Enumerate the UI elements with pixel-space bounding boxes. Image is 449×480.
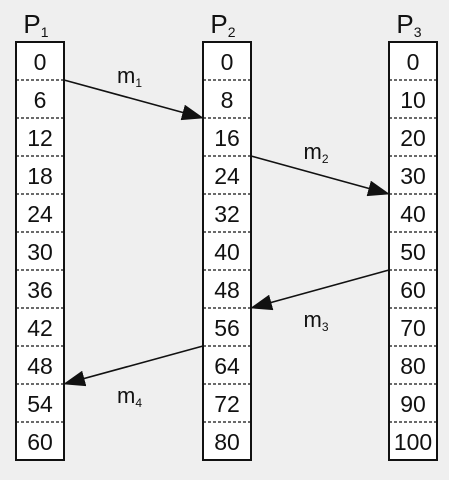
- clock-value: 6: [34, 87, 47, 113]
- process-label: P2: [210, 9, 235, 40]
- clock-value: 64: [214, 353, 240, 379]
- clock-value: 20: [400, 125, 426, 151]
- clock-value: 32: [214, 201, 240, 227]
- clock-value: 56: [214, 315, 240, 341]
- message-arrow: [63, 79, 204, 121]
- clock-value: 54: [27, 391, 53, 417]
- clock-value: 40: [214, 239, 240, 265]
- message-label: m3: [303, 307, 328, 334]
- clock-value: 0: [221, 49, 234, 75]
- clock-value: 90: [400, 391, 426, 417]
- message-arrow: [63, 345, 204, 387]
- clock-value: 80: [400, 353, 426, 379]
- message-4: m4: [63, 345, 204, 410]
- clock-column-frame: [202, 41, 252, 461]
- clock-value: 40: [400, 201, 426, 227]
- process-3-column: P3 0 10 20 30 40 50 60 70 80 90 100: [388, 9, 438, 461]
- clock-column-frame: [15, 41, 65, 461]
- process-1-column: P1 0 6 12 18 24 30 36 42 48 54 60: [15, 9, 65, 461]
- clock-value: 30: [400, 163, 426, 189]
- clock-value: 18: [27, 163, 53, 189]
- clock-value: 0: [407, 49, 420, 75]
- clock-value: 72: [214, 391, 240, 417]
- clock-value: 24: [27, 201, 53, 227]
- message-2: m2: [250, 139, 390, 197]
- clock-value: 8: [221, 87, 234, 113]
- clock-value: 30: [27, 239, 53, 265]
- clock-value: 48: [214, 277, 240, 303]
- message-arrow: [250, 155, 390, 197]
- clock-value: 0: [34, 49, 47, 75]
- process-label: P1: [23, 9, 48, 40]
- clock-column-frame: [388, 41, 438, 461]
- clock-value: 100: [394, 429, 432, 455]
- process-label: P3: [396, 9, 421, 40]
- clock-value: 48: [27, 353, 53, 379]
- clock-value: 60: [400, 277, 426, 303]
- message-1: m1: [63, 63, 204, 121]
- message-3: m3: [250, 269, 390, 334]
- clock-value: 70: [400, 315, 426, 341]
- message-label: m4: [117, 383, 142, 410]
- clock-value: 16: [214, 125, 240, 151]
- clock-value: 80: [214, 429, 240, 455]
- message-label: m2: [303, 139, 328, 166]
- message-arrow: [250, 269, 390, 311]
- clock-value: 24: [214, 163, 240, 189]
- clock-value: 60: [27, 429, 53, 455]
- clock-value: 10: [400, 87, 426, 113]
- message-label: m1: [117, 63, 142, 90]
- clock-value: 50: [400, 239, 426, 265]
- clock-value: 36: [27, 277, 53, 303]
- clock-value: 42: [27, 315, 53, 341]
- process-2-column: P2 0 8 16 24 32 40 48 56 64 72 80: [202, 9, 252, 461]
- clock-value: 12: [27, 125, 53, 151]
